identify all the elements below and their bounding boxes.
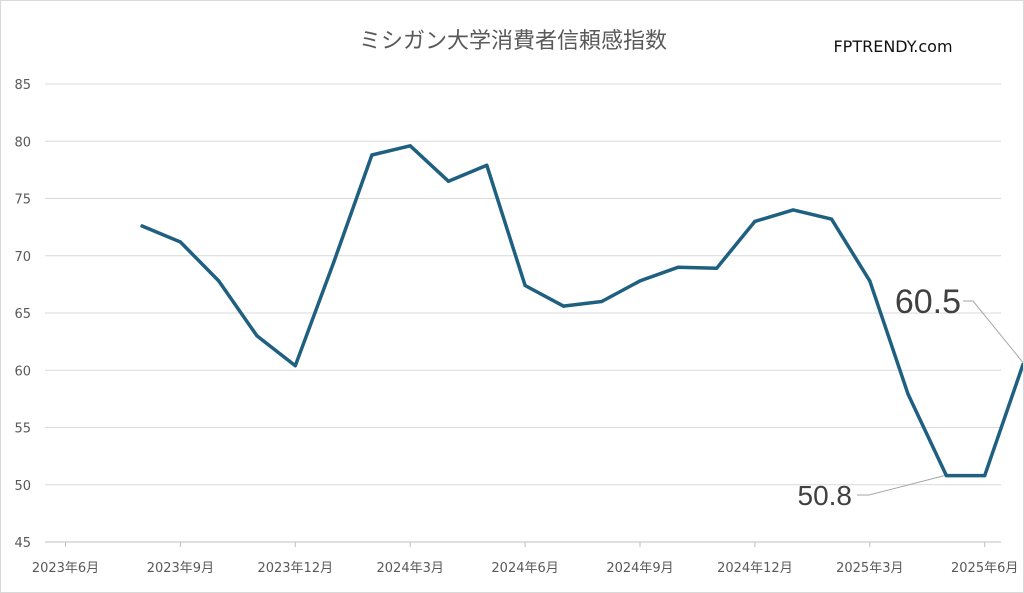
data-point bbox=[638, 279, 642, 283]
x-tick-label: 2024年12月 bbox=[717, 561, 793, 576]
y-tick-label: 45 bbox=[14, 536, 31, 551]
callout-leader bbox=[857, 475, 945, 496]
y-tick-label: 55 bbox=[14, 422, 31, 437]
series-line bbox=[140, 144, 1023, 478]
data-point bbox=[408, 144, 412, 148]
data-point bbox=[1021, 362, 1023, 367]
y-tick-label: 80 bbox=[14, 135, 31, 150]
data-point bbox=[829, 217, 834, 221]
data-point bbox=[178, 240, 182, 244]
annotations: 60.5 50.8 bbox=[798, 283, 1023, 511]
y-tick-label: 60 bbox=[14, 364, 31, 379]
data-point bbox=[944, 473, 949, 478]
y-tick-label: 85 bbox=[14, 78, 31, 93]
x-tick-label: 2023年12月 bbox=[257, 561, 333, 576]
callout-leader bbox=[963, 300, 1023, 363]
chart-title: ミシガン大学消費者信頼感指数 bbox=[359, 29, 667, 54]
data-point bbox=[217, 279, 221, 283]
data-point bbox=[293, 364, 297, 368]
data-point bbox=[753, 219, 757, 223]
y-tick-label: 70 bbox=[14, 250, 31, 265]
data-point bbox=[140, 224, 144, 228]
data-point bbox=[561, 304, 566, 308]
data-point bbox=[485, 163, 489, 167]
data-point bbox=[332, 261, 336, 265]
x-tick-label: 2025年6月 bbox=[951, 561, 1018, 576]
x-tick-label: 2024年3月 bbox=[377, 561, 444, 576]
data-point bbox=[370, 153, 374, 157]
data-point bbox=[868, 279, 872, 283]
gridlines bbox=[45, 83, 1001, 543]
y-axis-ticks: 45 50 55 60 65 70 75 80 85 bbox=[14, 78, 31, 551]
x-tick-label: 2023年6月 bbox=[32, 561, 99, 576]
y-tick-label: 75 bbox=[14, 193, 31, 208]
data-point bbox=[983, 473, 987, 478]
x-tick-label: 2025年3月 bbox=[836, 561, 903, 576]
data-point bbox=[523, 283, 527, 288]
data-point bbox=[255, 334, 259, 338]
x-tick-label: 2023年9月 bbox=[147, 561, 214, 576]
data-point bbox=[600, 299, 604, 304]
x-tick-label: 2024年9月 bbox=[606, 561, 673, 576]
y-tick-label: 50 bbox=[14, 479, 31, 494]
watermark: FPTRENDY.com bbox=[833, 37, 952, 56]
callout-label: 60.5 bbox=[895, 283, 961, 321]
callout-label: 50.8 bbox=[798, 480, 853, 511]
y-tick-label: 65 bbox=[14, 307, 31, 322]
x-axis-ticks: 2023年6月 2023年9月 2023年12月 2024年3月 2024年6月 2024… bbox=[32, 542, 1018, 576]
series-layer bbox=[140, 144, 1023, 478]
data-point bbox=[791, 208, 795, 212]
data-point bbox=[906, 392, 910, 396]
data-point bbox=[715, 266, 719, 270]
x-tick-label: 2024年6月 bbox=[491, 561, 558, 576]
data-point bbox=[676, 265, 680, 269]
data-point bbox=[446, 179, 451, 183]
